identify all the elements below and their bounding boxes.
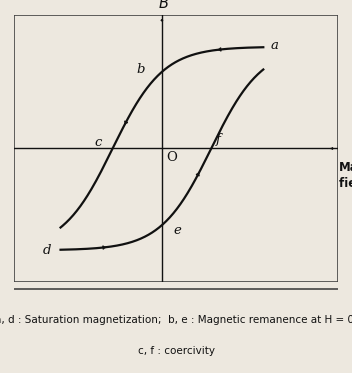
Text: f: f	[215, 134, 220, 146]
Text: O: O	[166, 151, 177, 164]
Text: c: c	[94, 136, 102, 149]
Text: a, d : Saturation magnetization;  b, e : Magnetic remanence at H = 0;: a, d : Saturation magnetization; b, e : …	[0, 314, 352, 325]
Text: b: b	[137, 63, 145, 76]
Text: Magnetizing
field, H: Magnetizing field, H	[339, 161, 352, 190]
Text: a: a	[270, 39, 278, 52]
Text: d: d	[42, 244, 51, 257]
Text: $\it{B}$: $\it{B}$	[158, 0, 169, 11]
Text: e: e	[173, 224, 181, 237]
Text: c, f : coercivity: c, f : coercivity	[138, 345, 214, 355]
